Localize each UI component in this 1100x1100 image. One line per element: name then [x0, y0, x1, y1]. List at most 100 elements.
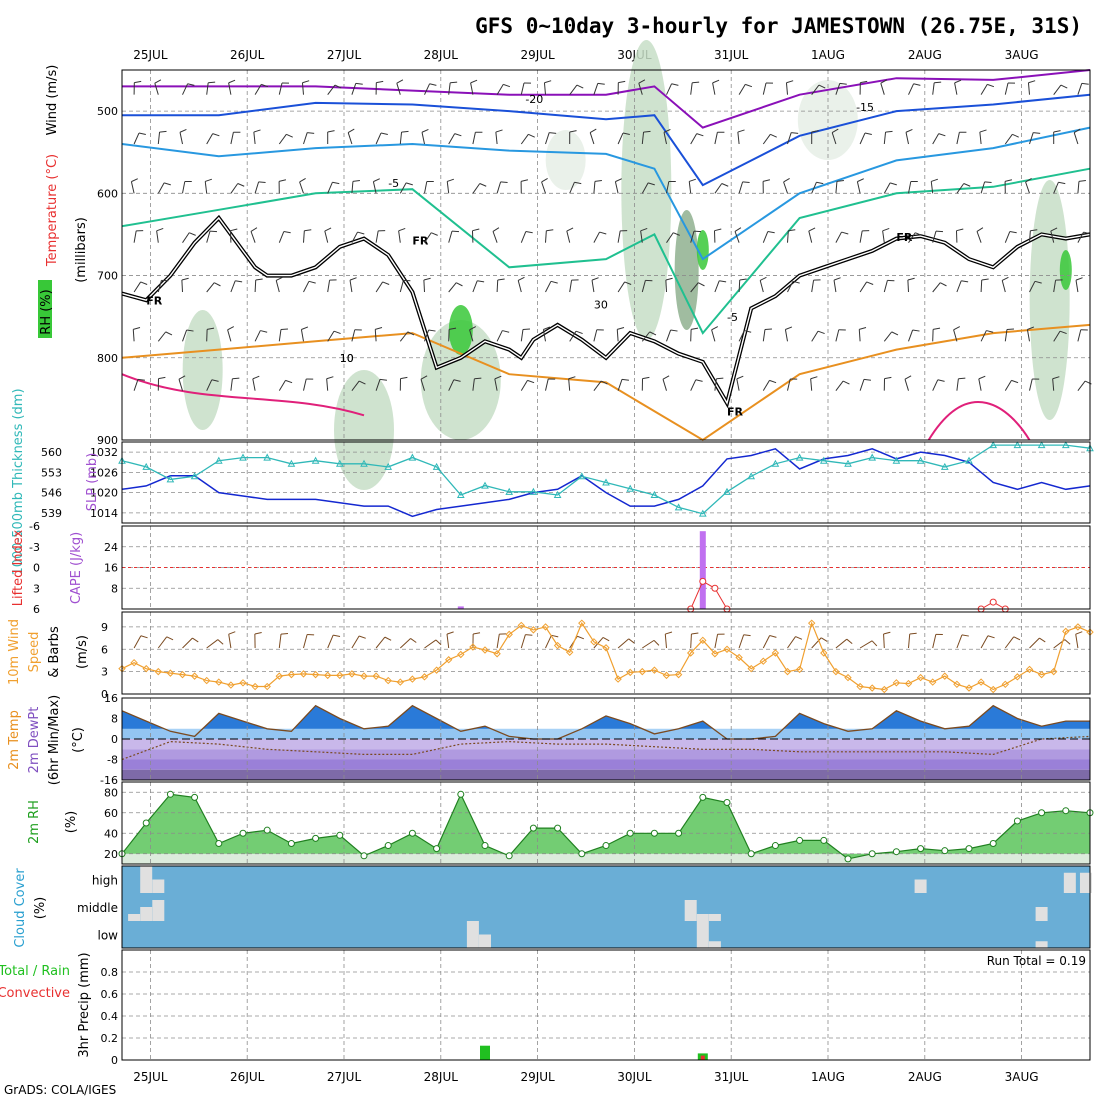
wind-barb-flag [863, 378, 872, 381]
wind-barb-flag [792, 280, 800, 284]
wind-barb-flag [621, 378, 630, 381]
temp2m-panel: 16 8 0 -8 -16 2m Temp 2m DewPt (6hr Min/Max) (°C… [7, 692, 1091, 787]
wind-barb [496, 330, 503, 342]
cloud-bar [152, 879, 165, 893]
rh-shading [1029, 180, 1070, 420]
wind-barb-flag [663, 128, 671, 133]
isotherm-value-label: -5 [727, 311, 738, 324]
minmax-axis-label: (6hr Min/Max) [47, 695, 62, 785]
wind-barb [714, 132, 718, 145]
wind-barb-flag [163, 182, 171, 186]
wind-speed-point [578, 619, 586, 627]
wind-barb [228, 634, 232, 649]
wind-barb [351, 635, 360, 649]
precip-total-axis-label: Total / Rain [0, 964, 70, 979]
wind-barb [734, 231, 740, 243]
top-date-label: 25JUL [133, 48, 168, 62]
panel-border [121, 441, 1091, 524]
wind-barb [883, 633, 885, 649]
wind-barb [785, 82, 788, 95]
wind-barb-flag [594, 180, 602, 182]
wind-barb-flag [375, 326, 383, 330]
wind-barb-flag [252, 375, 260, 380]
wind-barb-flag [864, 132, 872, 136]
wind-barb [1053, 182, 1059, 194]
wind-barb-flag [711, 326, 719, 331]
isotherm-line [122, 69, 1091, 129]
wind-barb [254, 84, 262, 95]
wind-speed-point [892, 679, 901, 687]
wind-barb-flag [373, 178, 380, 183]
wind-speed-point [553, 641, 562, 650]
wind-barb-flag [283, 231, 291, 234]
wind-barb-flag [186, 329, 194, 332]
wind-barb-flag [209, 230, 218, 233]
rh-unit-label: (%) [64, 811, 79, 834]
wind-barb-flag [528, 133, 535, 138]
wind-barb [593, 637, 604, 649]
wind-speed-point [239, 679, 247, 687]
wind-barb [641, 132, 645, 145]
rh-point [360, 852, 368, 860]
wind-barb-flag [326, 376, 334, 380]
wind-barb [932, 82, 935, 95]
wind-barb-flag [841, 231, 849, 235]
wind-barb [737, 132, 740, 145]
wind-barb-flag [380, 132, 388, 136]
wind-speed-point [638, 667, 647, 676]
rh-point [771, 842, 779, 850]
wind-barb [299, 181, 304, 194]
bottom-date-label: 29JUL [520, 1070, 555, 1084]
wind-barb [690, 282, 699, 293]
wind-barb [327, 330, 335, 342]
wind-barb-flag [689, 178, 697, 182]
cloud-bar [708, 914, 721, 921]
wind-barb [206, 230, 211, 243]
wind-speed-point [251, 682, 259, 691]
bottom-date-label: 26JUL [230, 1070, 265, 1084]
lifted-index-line [690, 580, 728, 610]
wind-barb [351, 380, 360, 391]
wind-barb [275, 280, 280, 293]
thickness-tick-label: 553 [41, 466, 62, 479]
wind-barb-flag [769, 635, 777, 638]
wind-speed-point [1049, 667, 1058, 676]
precip-tick-label: 0.2 [101, 1032, 119, 1045]
wind-barb [905, 132, 909, 145]
wind-speed-point [699, 636, 707, 645]
wind-barb [1053, 330, 1061, 342]
cloud-axis-label: Cloud Cover [13, 868, 28, 948]
wind-barb [883, 182, 891, 194]
wind-barb-flag [227, 326, 235, 331]
thickness-line [121, 444, 1091, 515]
wind-speed-point [965, 684, 973, 692]
thickness-point [1061, 441, 1070, 449]
bottom-date-label: 27JUL [327, 1070, 362, 1084]
wind-barb [278, 380, 286, 391]
wind-barb-flag [477, 280, 485, 283]
cape-bar [457, 606, 464, 609]
wind-barb [835, 231, 842, 243]
wind-barb-flag [618, 80, 626, 84]
rh-tick-label: 20 [104, 848, 118, 861]
wind-speed-point [735, 653, 743, 662]
wind-barb-flag [205, 178, 213, 182]
wind-speed-point [807, 619, 816, 627]
wind-barb-flag [961, 280, 969, 283]
wind-barb [835, 329, 840, 342]
wind-barb [1004, 380, 1012, 391]
wind-barb [133, 379, 139, 391]
wind-barb-flag [334, 84, 342, 89]
wind-barb-flag [963, 183, 971, 187]
wind-barb [206, 379, 213, 391]
wind-barb-flag [624, 281, 632, 285]
rh-point [384, 842, 392, 850]
wind-barb-flag [520, 179, 529, 182]
isotherm-line [121, 373, 365, 417]
lifted-index-point [711, 584, 719, 592]
rh-point [796, 836, 804, 844]
cloud-level-label: middle [77, 901, 118, 915]
wind-barb-flag [884, 376, 892, 380]
thickness-point [819, 456, 828, 464]
